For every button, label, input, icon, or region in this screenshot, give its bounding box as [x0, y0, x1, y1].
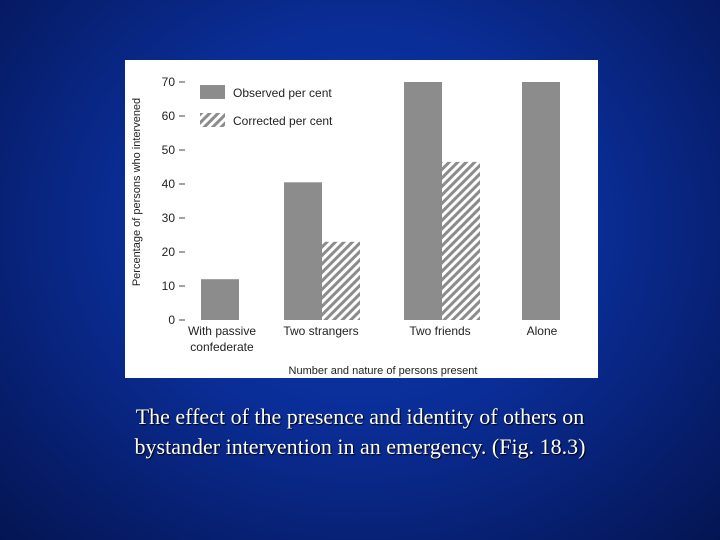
observed-bar: [284, 182, 322, 320]
category-label: Two friends: [409, 324, 470, 338]
corrected-bar: [442, 161, 480, 320]
labels: Percentage of persons who intervened With…: [131, 98, 558, 377]
chart-panel: 0 10 20 30 40 50 60 70 Observed per cent Correct…: [125, 60, 598, 378]
legend: Observed per cent Corrected per cent: [200, 85, 333, 128]
legend-swatch-observed: [200, 85, 225, 99]
y-tick-label: 0: [168, 313, 175, 327]
observed-bar: [522, 82, 560, 320]
legend-label: Observed per cent: [233, 86, 332, 100]
caption-line-1: The effect of the presence and identity …: [135, 404, 585, 429]
y-tick-label: 10: [162, 279, 176, 293]
category-label: With passive: [188, 324, 256, 338]
legend-swatch-corrected: [200, 113, 225, 127]
y-tick-label: 30: [162, 211, 176, 225]
y-tick-label: 40: [162, 177, 176, 191]
caption-line-2: bystander intervention in an emergency. …: [134, 434, 586, 459]
slide-caption: The effect of the presence and identity …: [40, 402, 680, 462]
y-tick-label: 60: [162, 109, 176, 123]
category-label: Two strangers: [283, 324, 358, 338]
bars: [201, 82, 560, 320]
corrected-bar: [322, 241, 360, 320]
bar-chart: 0 10 20 30 40 50 60 70 Observed per cent Correct…: [131, 75, 560, 377]
axes: 0 10 20 30 40 50 60 70: [162, 75, 185, 327]
y-tick-label: 50: [162, 143, 176, 157]
y-tick-label: 20: [162, 245, 176, 259]
legend-label: Corrected per cent: [233, 114, 333, 128]
category-label: Alone: [527, 324, 558, 338]
category-label: confederate: [190, 340, 254, 354]
x-axis-title: Number and nature of persons present: [289, 365, 478, 377]
observed-bar: [404, 82, 442, 320]
y-tick-label: 70: [162, 75, 176, 89]
y-axis-title: Percentage of persons who intervened: [131, 98, 143, 286]
observed-bar: [201, 279, 239, 320]
